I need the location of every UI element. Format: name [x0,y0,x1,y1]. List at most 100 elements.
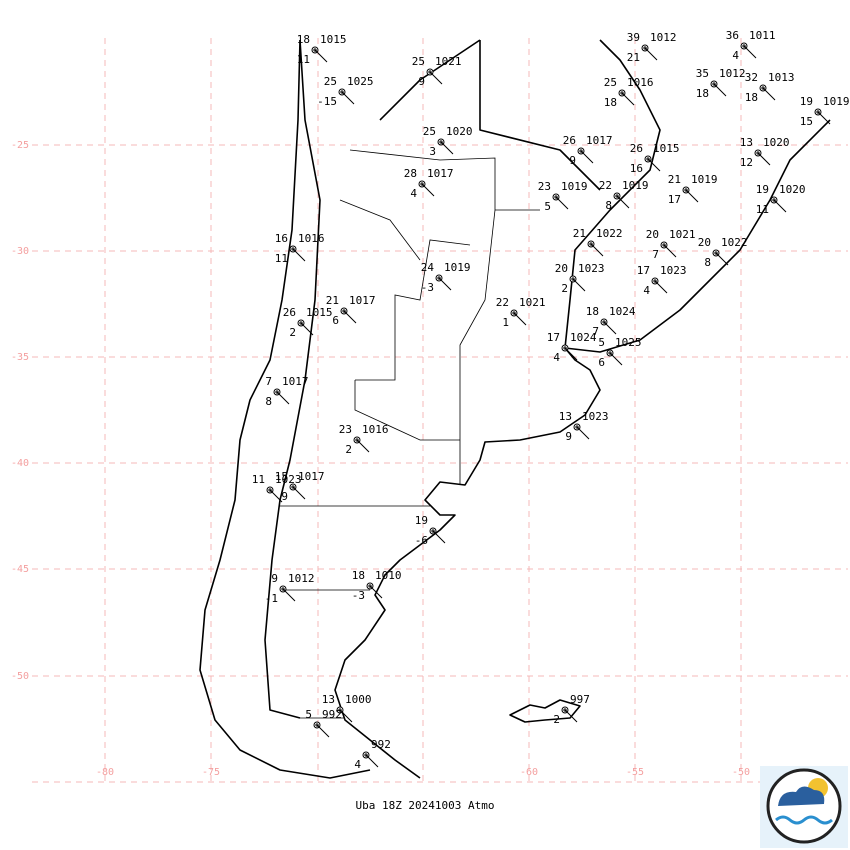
wind-barb [715,252,729,266]
station-plot: 992 4 [354,738,391,771]
dewpoint: 9 [281,490,288,503]
pressure: 1011 [749,29,776,42]
wind-barb [292,486,306,500]
dewpoint: 7 [652,248,659,261]
pressure: 1021 [519,296,546,309]
dewpoint: 18 [604,96,617,109]
temperature: 26 [630,142,643,155]
temperature: 22 [496,296,509,309]
longitude-label: -60 [520,767,538,778]
dewpoint: -3 [352,589,365,602]
pressure: 1023 [275,473,302,486]
temperature: 25 [412,55,425,68]
dewpoint: 6 [332,314,339,327]
uruguay-brazil-border [564,39,661,349]
temperature: 5 [598,336,605,349]
wind-barb [282,588,296,602]
temperature: 19 [756,183,769,196]
station-plot: 13 1020 12 [740,136,790,169]
temperature: 21 [326,294,339,307]
pressure: 1020 [446,125,473,138]
map-footer: Uba 18Z 20241003 Atmo [355,799,494,812]
pressure: 1016 [298,232,325,245]
pressure: 1025 [615,336,642,349]
temperature: 39 [627,31,640,44]
pressure: 1017 [427,167,454,180]
wind-barb [743,45,757,59]
temperature: 17 [637,264,650,277]
wind-barb [685,189,699,203]
coastlines [199,39,831,779]
latitude-label: -40 [11,458,29,469]
temperature: 15 [275,470,288,483]
station-plot: 21 1019 17 [668,173,718,206]
wind-barb [773,199,787,213]
latitude-label: -35 [11,352,29,363]
wind-barb [576,426,590,440]
temperature: 18 [586,305,599,318]
pressure: 1025 [347,75,374,88]
dewpoint: 8 [605,199,612,212]
wind-barb [292,248,306,262]
dewpoint: 9 [418,75,425,88]
pressure: 1019 [561,180,588,193]
station-plot: 25 1025 -15 [317,75,373,108]
wind-barb [314,49,328,63]
logo [760,766,848,848]
wind-barb [269,489,283,503]
pressure: 992 [371,738,391,751]
station-plot: 5 992 [305,708,342,738]
dewpoint: 12 [740,156,753,169]
temperature: 18 [297,33,310,46]
pressure: 1017 [586,134,613,147]
temperature: 23 [339,423,352,436]
dewpoint: 18 [696,87,709,100]
wind-barb [555,196,569,210]
dewpoint: 2 [345,443,352,456]
station-plot: 16 1016 11 [275,232,325,265]
dewpoint: -1 [265,592,278,605]
longitude-label: -50 [732,767,750,778]
argentina-coast [334,347,601,779]
station-plot: 32 1013 18 [745,71,795,104]
pressure: 1023 [660,264,687,277]
station-plot: 36 1011 4 [726,29,776,62]
dewpoint: 4 [732,49,739,62]
pressure: 1020 [779,183,806,196]
temperature: 26 [283,306,296,319]
temperature: 7 [265,375,272,388]
dewpoint: 2 [561,282,568,295]
wind-barb [513,312,527,326]
dewpoint: 1 [502,316,509,329]
pressure: 1019 [444,261,471,274]
dewpoint: 4 [410,187,417,200]
wind-barb [316,724,330,738]
station-plot: 19 1019 15 [800,95,850,128]
wind-barb [616,195,630,209]
station-plot: 13 1000 [322,693,372,723]
temperature: 26 [563,134,576,147]
longitude-label: -55 [626,767,644,778]
station-plot: 18 1010 -3 [352,569,402,602]
pressure: 1017 [349,294,376,307]
temperature: 25 [324,75,337,88]
wind-barb [609,352,623,366]
wind-barb [421,183,435,197]
pressure: 1019 [691,173,718,186]
wind-barb [356,439,370,453]
temperature: 19 [415,514,428,527]
dewpoint: 5 [544,200,551,213]
pressure: 1021 [669,228,696,241]
temperature: 21 [573,227,586,240]
pressure: 1021 [435,55,462,68]
dewpoint: 18 [745,91,758,104]
pressure: 1012 [650,31,677,44]
dewpoint: 16 [630,162,643,175]
station-plot: 17 1024 4 [547,331,597,364]
station-plot: 18 1024 7 [586,305,636,338]
wind-barb [564,347,578,361]
station-plot: 23 1019 5 [538,180,588,213]
dewpoint: -6 [415,534,428,547]
longitude-label: -75 [202,767,220,778]
